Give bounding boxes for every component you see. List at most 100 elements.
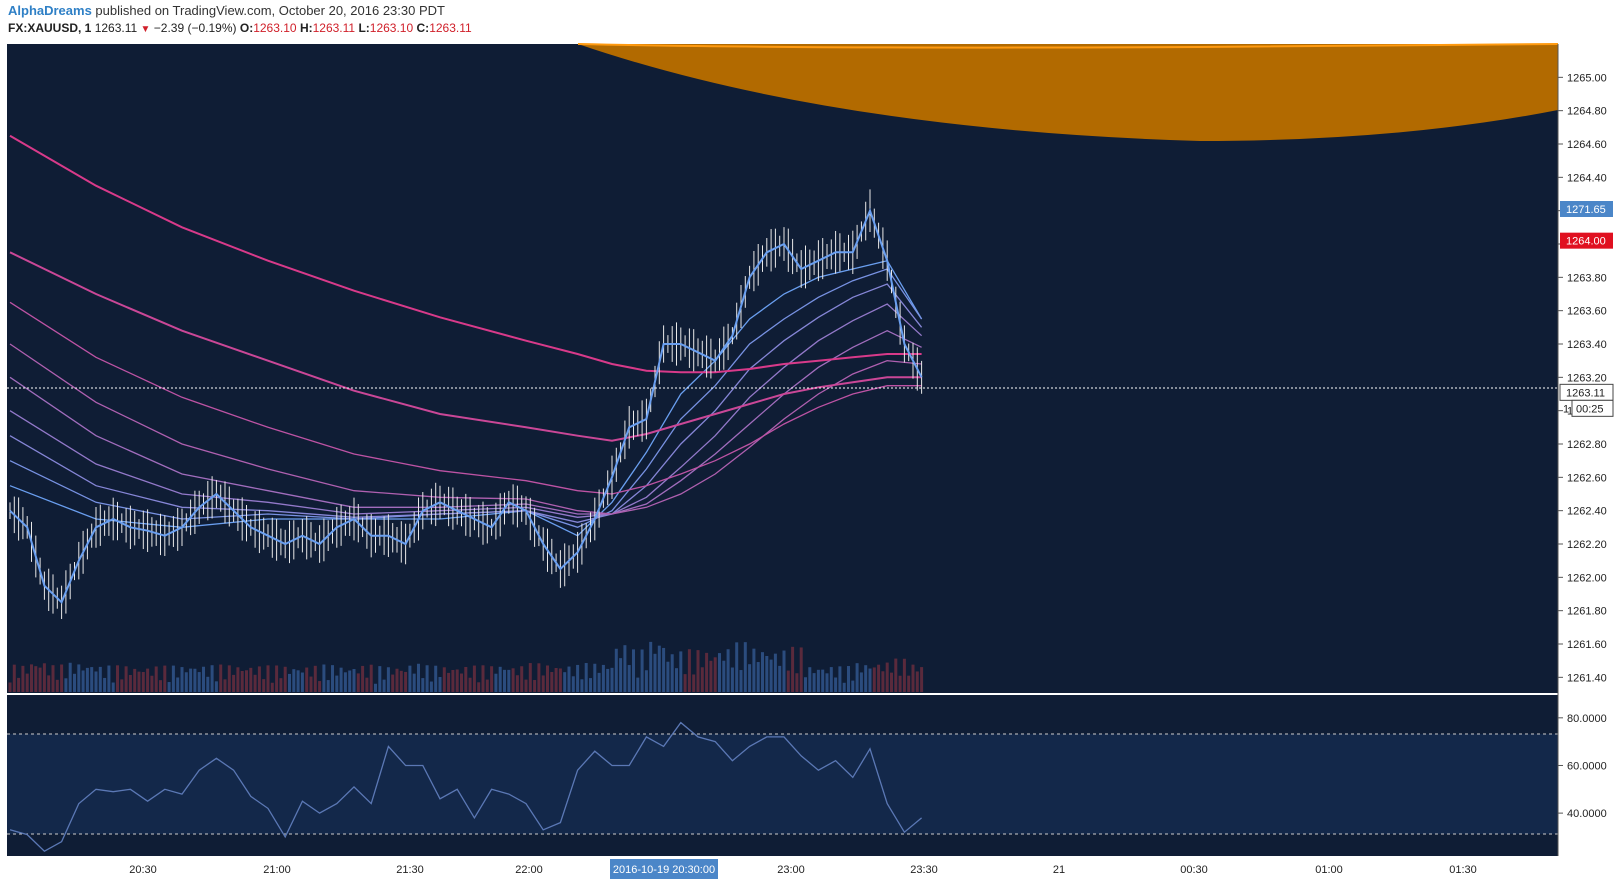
volume-bar (537, 663, 541, 692)
volume-bar (700, 667, 704, 692)
price-axis[interactable] (1558, 44, 1615, 882)
volume-bar (786, 670, 790, 692)
price-tick-label: 1264.40 (1567, 172, 1607, 184)
price-tag-box (1560, 232, 1613, 249)
crosshair-time-box (610, 859, 718, 879)
volume-bar (773, 653, 777, 692)
volume-bar (558, 668, 562, 692)
volume-bar (511, 668, 515, 692)
price-tick-label: 1262.40 (1567, 506, 1607, 518)
time-tick-label: 00:30 (1180, 864, 1208, 876)
volume-bar (859, 672, 863, 692)
volume-bar (417, 663, 420, 692)
volume-bar (847, 666, 850, 692)
volume-bar (292, 669, 296, 692)
orange-zone (578, 44, 1558, 141)
volume-bar (687, 649, 691, 692)
volume-bar (485, 679, 489, 692)
volume-bar (300, 672, 304, 692)
price-tag-box (1560, 201, 1613, 217)
volume-bar (361, 665, 365, 692)
volume-bar (546, 665, 549, 692)
volume-bar (877, 664, 881, 692)
volume-bar (782, 650, 786, 692)
volume-bar (356, 673, 360, 692)
volume-bar (464, 666, 468, 692)
ma-ribbon-line (9, 343, 922, 515)
volume-bar (421, 678, 425, 692)
time-tick-label: 23:30 (910, 864, 938, 876)
volume-bar (141, 672, 145, 692)
volume-bar (692, 674, 696, 692)
volume-bar (644, 670, 648, 692)
volume-bar (12, 664, 16, 692)
volume-bar (743, 642, 747, 692)
volume-bar (257, 666, 261, 692)
volume-bar (266, 665, 270, 692)
volume-bar (404, 671, 408, 692)
published-text: published on TradingView.com, October 20… (91, 3, 445, 18)
price-tick-label: 1264.80 (1567, 106, 1607, 118)
ma-ribbon-line (9, 259, 923, 537)
rsi-line (9, 721, 923, 853)
volume-bar (189, 668, 193, 692)
volume-bar (51, 665, 55, 692)
volume-bar (718, 653, 721, 692)
price-tick-label: 1263.60 (1567, 306, 1607, 318)
volume-bar (275, 665, 279, 692)
volume-bar (378, 666, 382, 692)
price-tick-label: 1262.80 (1567, 439, 1607, 451)
publish-line: AlphaDreams published on TradingView.com… (8, 3, 445, 18)
volume-bar (563, 672, 567, 692)
countdown-label: 00:25 (1576, 403, 1604, 415)
volume-bar (223, 679, 227, 692)
volume-bar (146, 668, 150, 692)
volume-bar (38, 667, 42, 692)
price-tick-label: 1261.60 (1567, 639, 1607, 651)
volume-bar (756, 662, 760, 692)
volume-bar (825, 673, 829, 692)
volume-bar (107, 665, 111, 692)
volume-bar (778, 665, 782, 692)
volume-bar (528, 663, 532, 692)
high-value: 1263.11 (312, 21, 356, 35)
ma-ribbon-line (9, 301, 922, 495)
volume-bar (915, 671, 919, 692)
volume-bar (821, 669, 825, 692)
volume-bar (21, 665, 25, 692)
fast-ma-line (9, 207, 923, 605)
volume-bar (812, 673, 816, 692)
time-tick-label: 21:00 (263, 864, 291, 876)
volume-bar (606, 668, 610, 692)
rsi-tick-label: 40.0000 (1567, 808, 1607, 820)
volume-bar (412, 673, 416, 692)
volume-bar (911, 664, 915, 692)
volume-bar (343, 672, 347, 692)
ma-ribbon-line (9, 283, 923, 523)
time-tick-label: 01:30 (1449, 864, 1477, 876)
volume-bar (623, 645, 627, 692)
volume-bar (262, 679, 266, 692)
volume-bar (348, 670, 352, 692)
volume-bar (42, 663, 46, 692)
time-tick-label: 23:00 (777, 864, 805, 876)
volume-bar (842, 682, 846, 692)
symbol-label[interactable]: FX:XAUUSD, 1 (8, 21, 92, 35)
volume-bar (85, 667, 89, 692)
volume-bar (584, 663, 588, 692)
volume-bar (73, 673, 76, 692)
volume-bar (709, 660, 713, 692)
volume-bar (365, 677, 369, 692)
volume-bar (210, 665, 214, 692)
volume-bar (881, 671, 885, 692)
volume-bar (705, 652, 709, 692)
time-axis[interactable] (7, 856, 1558, 882)
time-tick-label: 21 (1053, 864, 1065, 876)
volume-bar (425, 665, 429, 692)
author-link[interactable]: AlphaDreams (8, 3, 92, 18)
volume-bar (571, 676, 575, 692)
volume-bar (503, 669, 506, 692)
volume-bar (94, 671, 98, 692)
volume-bar (481, 665, 485, 692)
